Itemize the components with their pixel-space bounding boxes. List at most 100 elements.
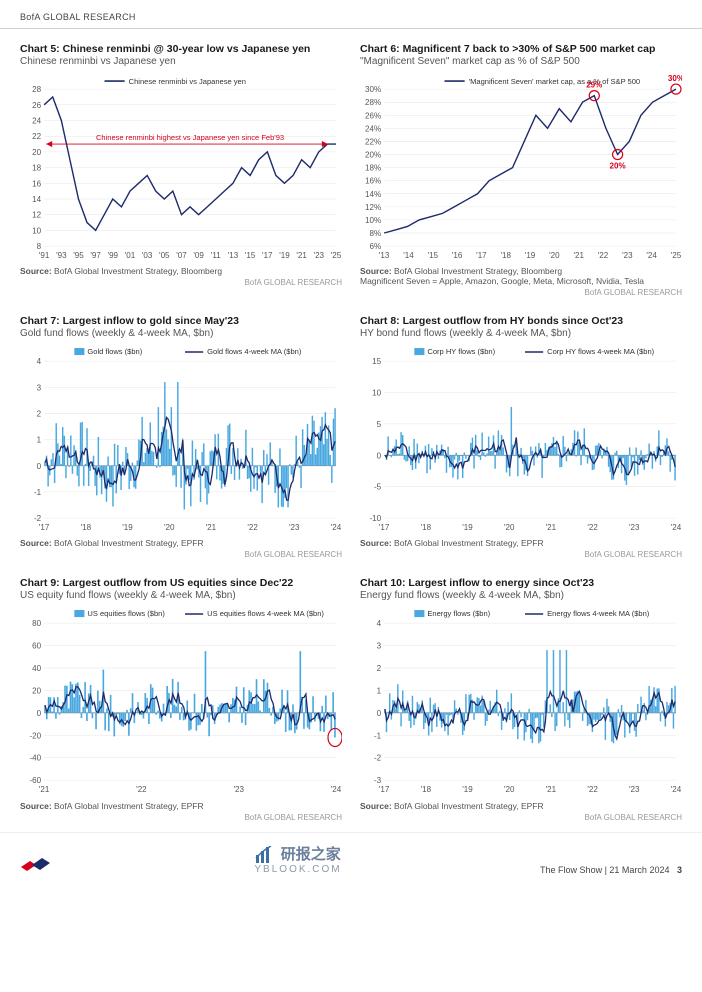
svg-text:'17: '17 [262, 251, 273, 260]
svg-text:'24: '24 [331, 523, 342, 532]
svg-text:'23: '23 [314, 251, 325, 260]
svg-text:15: 15 [372, 357, 381, 366]
svg-text:1: 1 [37, 436, 42, 445]
svg-text:Energy flows 4-week MA ($bn): Energy flows 4-week MA ($bn) [547, 609, 650, 618]
svg-text:'11: '11 [211, 251, 221, 260]
svg-text:5: 5 [377, 420, 382, 429]
svg-text:20%: 20% [610, 162, 626, 171]
svg-text:-1: -1 [34, 488, 42, 497]
svg-text:3: 3 [37, 383, 42, 392]
svg-text:Chinese renminbi vs Japanese y: Chinese renminbi vs Japanese yen [129, 77, 246, 86]
svg-text:'09: '09 [193, 251, 204, 260]
svg-text:'21: '21 [546, 786, 557, 795]
svg-text:26%: 26% [365, 111, 381, 120]
chart-source: Source: BofA Global Investment Strategy,… [360, 538, 682, 548]
svg-text:'24: '24 [646, 251, 657, 260]
svg-text:'13: '13 [379, 251, 390, 260]
svg-text:24: 24 [32, 117, 41, 126]
svg-text:10%: 10% [365, 216, 381, 225]
svg-text:'20: '20 [164, 523, 175, 532]
svg-text:80: 80 [32, 620, 41, 629]
svg-text:'23: '23 [233, 786, 244, 795]
svg-text:10: 10 [32, 226, 41, 235]
svg-text:18: 18 [32, 164, 41, 173]
svg-text:'21: '21 [206, 523, 217, 532]
chart-source: Source: BofA Global Investment Strategy,… [360, 266, 682, 276]
svg-text:20: 20 [32, 687, 41, 696]
chart-title: Chart 7: Largest inflow to gold since Ma… [20, 315, 342, 327]
svg-text:Energy flows ($bn): Energy flows ($bn) [427, 609, 490, 618]
svg-text:4: 4 [37, 357, 42, 366]
svg-text:'23: '23 [629, 523, 640, 532]
svg-text:'17: '17 [39, 523, 50, 532]
chart-brand: BofA GLOBAL RESEARCH [20, 278, 342, 287]
chart-brand: BofA GLOBAL RESEARCH [20, 813, 342, 822]
svg-text:'18: '18 [421, 523, 432, 532]
brand-text: BofA GLOBAL RESEARCH [20, 12, 136, 22]
svg-text:'95: '95 [73, 251, 84, 260]
chart-brand: BofA GLOBAL RESEARCH [360, 813, 682, 822]
watermark: 研报之家 YBLOOK.COM [56, 843, 540, 876]
chart-subtitle: Energy fund flows (weekly & 4-week MA, $… [360, 590, 682, 601]
svg-text:-5: -5 [374, 483, 382, 492]
svg-text:'20: '20 [504, 523, 515, 532]
chart-subtitle: "Magnificent Seven" market cap as % of S… [360, 56, 682, 67]
svg-text:-60: -60 [29, 776, 41, 785]
page-header: BofA GLOBAL RESEARCH [0, 0, 702, 29]
svg-text:2: 2 [37, 410, 42, 419]
svg-text:'16: '16 [452, 251, 463, 260]
svg-text:'24: '24 [671, 523, 682, 532]
svg-text:-2: -2 [374, 754, 382, 763]
chart-subtitle: US equity fund flows (weekly & 4-week MA… [20, 590, 342, 601]
svg-text:12: 12 [32, 211, 41, 220]
svg-text:18%: 18% [365, 164, 381, 173]
svg-text:26: 26 [32, 101, 41, 110]
svg-text:'97: '97 [90, 251, 101, 260]
svg-text:'18: '18 [500, 251, 511, 260]
svg-text:10: 10 [372, 389, 381, 398]
chart-footnote: Magnificent Seven = Apple, Amazon, Googl… [360, 276, 682, 286]
svg-text:Corp HY flows ($bn): Corp HY flows ($bn) [427, 347, 495, 356]
svg-text:'19: '19 [122, 523, 133, 532]
svg-text:22: 22 [32, 132, 41, 141]
svg-text:28: 28 [32, 85, 41, 94]
svg-text:60: 60 [32, 642, 41, 651]
svg-text:'93: '93 [56, 251, 67, 260]
svg-text:Gold flows 4-week MA ($bn): Gold flows 4-week MA ($bn) [207, 347, 302, 356]
chart-brand: BofA GLOBAL RESEARCH [360, 288, 682, 297]
svg-text:0: 0 [377, 709, 382, 718]
svg-text:'22: '22 [247, 523, 258, 532]
chart-subtitle: Chinese renminbi vs Japanese yen [20, 56, 342, 67]
svg-text:'15: '15 [245, 251, 256, 260]
svg-text:20%: 20% [365, 151, 381, 160]
svg-text:'23: '23 [629, 786, 640, 795]
watermark-sub: YBLOOK.COM [56, 864, 540, 875]
svg-text:'17: '17 [379, 523, 390, 532]
svg-text:14%: 14% [365, 190, 381, 199]
svg-text:12%: 12% [365, 203, 381, 212]
svg-text:'15: '15 [428, 251, 439, 260]
svg-text:'24: '24 [331, 786, 342, 795]
chart-title: Chart 9: Largest outflow from US equitie… [20, 577, 342, 589]
svg-text:1: 1 [377, 687, 382, 696]
footer-meta: The Flow Show | 21 March 2024 3 [540, 865, 682, 875]
svg-text:28%: 28% [365, 98, 381, 107]
chart-canvas: -60-40-20020406080'21'22'23'24US equitie… [20, 605, 342, 796]
svg-text:'13: '13 [228, 251, 239, 260]
svg-text:-20: -20 [29, 732, 41, 741]
svg-text:'22: '22 [587, 786, 598, 795]
svg-text:40: 40 [32, 664, 41, 673]
svg-text:-40: -40 [29, 754, 41, 763]
svg-text:'22: '22 [598, 251, 609, 260]
svg-text:'17: '17 [379, 786, 390, 795]
watermark-title: 研报之家 [281, 846, 341, 863]
svg-text:2: 2 [377, 664, 382, 673]
svg-text:30%: 30% [668, 74, 682, 83]
svg-text:'Magnificent Seven' market cap: 'Magnificent Seven' market cap, as a % o… [469, 77, 640, 86]
svg-text:Gold flows ($bn): Gold flows ($bn) [87, 347, 142, 356]
svg-text:'25: '25 [671, 251, 682, 260]
svg-text:30%: 30% [365, 85, 381, 94]
svg-text:3: 3 [377, 642, 382, 651]
chart-title: Chart 10: Largest inflow to energy since… [360, 577, 682, 589]
chart-canvas: -10-5051015'17'18'19'20'21'22'23'24Corp … [360, 343, 682, 534]
